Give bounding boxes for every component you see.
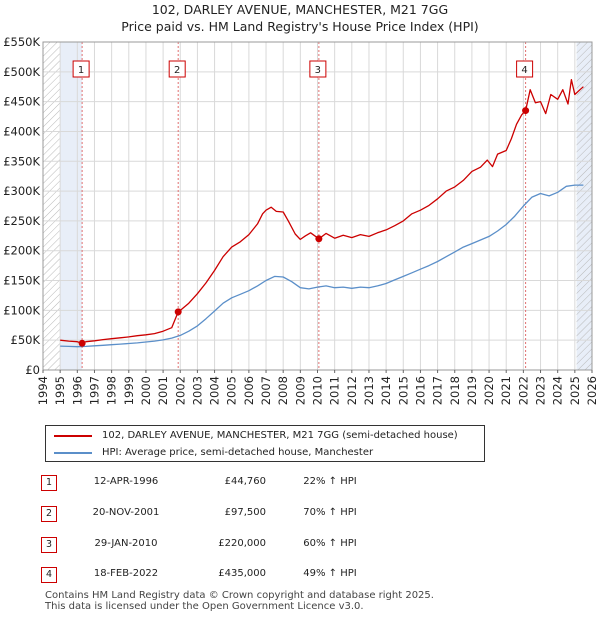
x-tick-label: 2017	[431, 376, 445, 405]
y-tick-label: £100K	[3, 303, 40, 317]
x-tick-label: 2007	[259, 376, 273, 405]
y-tick-label: £50K	[11, 333, 41, 347]
x-tick-label: 2004	[208, 376, 222, 405]
sale-point	[522, 107, 530, 115]
y-tick-label: £150K	[3, 274, 40, 288]
x-tick-label: 2012	[345, 376, 359, 405]
x-tick-label: 2013	[362, 376, 376, 405]
sale-number-label: 3	[315, 65, 321, 76]
chart-legend: 102, DARLEY AVENUE, MANCHESTER, M21 7GG …	[45, 425, 485, 462]
sale-row-2: 2 20-NOV-2001 £97,500 70% ↑ HPI	[0, 505, 600, 525]
y-tick-label: £300K	[3, 184, 40, 198]
x-tick-label: 2021	[499, 376, 513, 405]
hatched-range	[576, 42, 592, 370]
sale-number-label: 4	[521, 65, 527, 76]
sale-price: £220,000	[218, 538, 266, 549]
x-tick-label: 2009	[293, 376, 307, 405]
x-tick-label: 2026	[585, 376, 599, 405]
y-tick-label: £350K	[3, 154, 40, 168]
sale-point	[174, 308, 182, 316]
sale-number-label: 2	[174, 65, 180, 76]
sale-number-label: 1	[78, 65, 84, 76]
sale-number-box	[72, 60, 90, 78]
legend-swatch-property	[54, 435, 92, 437]
y-tick-label: £250K	[3, 214, 40, 228]
x-tick-label: 2005	[225, 376, 239, 405]
sale-row-1: 1 12-APR-1996 £44,760 22% ↑ HPI	[0, 474, 600, 494]
x-tick-label: 1997	[87, 376, 101, 405]
sale-row-4: 4 18-FEB-2022 £435,000 49% ↑ HPI	[0, 566, 600, 586]
x-tick-label: 2000	[139, 376, 153, 405]
sale-date: 20-NOV-2001	[92, 507, 160, 518]
x-tick-label: 2019	[465, 376, 479, 405]
sale-row-3: 3 29-JAN-2010 £220,000 60% ↑ HPI	[0, 536, 600, 556]
y-tick-label: £0	[25, 363, 40, 377]
sale-number-box	[309, 60, 327, 78]
x-tick-label: 1998	[105, 376, 119, 405]
x-tick-label: 1994	[36, 376, 50, 405]
sale-price: £435,000	[218, 568, 266, 579]
y-tick-label: £400K	[3, 124, 40, 138]
x-tick-label: 1999	[122, 376, 136, 405]
x-tick-label: 1996	[70, 376, 84, 405]
sale-hpi-change: 22% ↑ HPI	[303, 476, 357, 487]
footer-licence: This data is licensed under the Open Gov…	[45, 601, 364, 612]
hatched-range	[43, 42, 61, 370]
price-chart: 1 2 3 4 £0 £50K £100K £150K £200K £250K £300K £350…	[3, 35, 599, 405]
x-tick-label: 2023	[534, 376, 548, 405]
sale-point	[315, 235, 323, 243]
y-tick-label: £200K	[3, 244, 40, 258]
chart-title: 102, DARLEY AVENUE, MANCHESTER, M21 7GG	[151, 2, 449, 17]
x-tick-label: 2018	[448, 376, 462, 405]
legend-label-hpi: HPI: Average price, semi-detached house,…	[102, 447, 374, 458]
x-tick-label: 2008	[276, 376, 290, 405]
y-tick-label: £550K	[3, 35, 40, 49]
sale-date: 12-APR-1996	[93, 476, 159, 487]
x-tick-label: 1995	[53, 376, 67, 405]
sale-hpi-change: 60% ↑ HPI	[303, 538, 357, 549]
sale-number-badge: 2	[41, 506, 57, 522]
hpi-series-line	[60, 184, 584, 348]
sale-date: 29-JAN-2010	[94, 538, 158, 549]
x-tick-label: 2002	[173, 376, 187, 405]
footer-copyright: Contains HM Land Registry data © Crown c…	[45, 590, 434, 601]
x-tick-label: 2010	[311, 376, 325, 405]
sale-number-badge: 4	[41, 567, 57, 583]
sale-number-badge: 3	[41, 537, 57, 553]
chart-subtitle: Price paid vs. HM Land Registry's House …	[121, 19, 479, 34]
x-tick-label: 2015	[396, 376, 410, 405]
x-tick-label: 2001	[156, 376, 170, 405]
sale-number-box	[516, 60, 534, 78]
sale-price: £97,500	[224, 507, 266, 518]
sale-number-badge: 1	[41, 475, 57, 491]
sale-price: £44,760	[224, 476, 266, 487]
x-tick-label: 2020	[482, 376, 496, 405]
x-tick-label: 2014	[379, 376, 393, 405]
sale-date: 18-FEB-2022	[93, 568, 159, 579]
shaded-range	[60, 42, 83, 370]
sale-number-box	[168, 60, 186, 78]
legend-label-property: 102, DARLEY AVENUE, MANCHESTER, M21 7GG …	[102, 430, 458, 441]
y-tick-label: £500K	[3, 65, 40, 79]
x-tick-label: 2003	[190, 376, 204, 405]
x-tick-label: 2022	[516, 376, 530, 405]
legend-swatch-hpi	[54, 452, 92, 454]
x-tick-label: 2024	[551, 376, 565, 405]
y-tick-label: £450K	[3, 95, 40, 109]
sale-hpi-change: 49% ↑ HPI	[303, 568, 357, 579]
x-tick-label: 2006	[242, 376, 256, 405]
sale-hpi-change: 70% ↑ HPI	[303, 507, 357, 518]
sale-point	[78, 339, 86, 347]
x-tick-label: 2011	[328, 376, 342, 405]
x-tick-label: 2016	[413, 376, 427, 405]
x-tick-label: 2025	[568, 376, 582, 405]
